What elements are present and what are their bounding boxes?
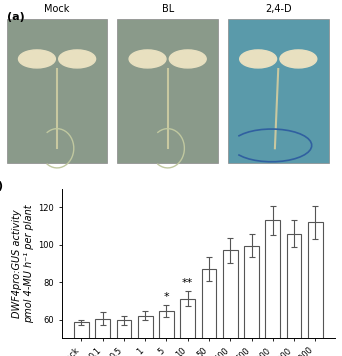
Bar [244,246,259,356]
Circle shape [169,50,206,68]
Text: (a): (a) [7,12,25,22]
Text: (b): (b) [0,181,3,191]
Bar [265,220,280,356]
Circle shape [18,50,55,68]
Circle shape [280,50,317,68]
Y-axis label: DWF4pro:GUS activity
pmol 4-MU h⁻¹ per plant: DWF4pro:GUS activity pmol 4-MU h⁻¹ per p… [12,204,34,323]
Bar [74,322,89,356]
Bar [159,311,174,356]
Text: **: ** [182,278,193,288]
Bar [201,269,216,356]
FancyBboxPatch shape [228,19,329,163]
Bar [287,234,301,356]
Text: 2,4-D: 2,4-D [265,4,292,14]
Bar [95,319,110,356]
Text: Mock: Mock [44,4,70,14]
Circle shape [59,50,95,68]
Bar [138,316,153,356]
Bar [308,222,323,356]
Text: BL: BL [161,4,174,14]
FancyBboxPatch shape [7,19,107,163]
Bar [180,299,195,356]
Bar [117,320,131,356]
FancyBboxPatch shape [117,19,218,163]
Circle shape [240,50,277,68]
Circle shape [129,50,166,68]
Text: *: * [164,292,169,302]
Bar [223,250,238,356]
